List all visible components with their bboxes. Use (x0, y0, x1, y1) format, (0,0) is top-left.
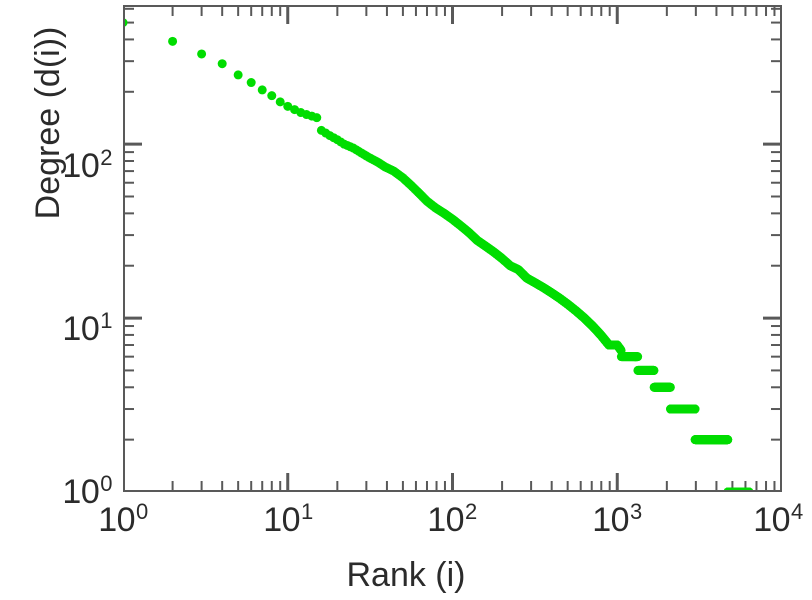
x-tick-label-2: 102 (427, 498, 477, 539)
data-point (233, 70, 243, 80)
minor-tick-marks (123, 5, 782, 492)
y-tick-label-1: 101 (62, 307, 112, 348)
data-point (217, 59, 227, 69)
plot-canvas (123, 5, 782, 492)
data-point (649, 365, 659, 375)
data-point (690, 404, 700, 414)
data-point (283, 101, 293, 111)
plot-area (123, 5, 782, 492)
data-point (275, 97, 285, 107)
data-point (665, 382, 675, 392)
data-point-markers (123, 18, 754, 492)
data-point (633, 352, 643, 362)
x-tick-label-1: 101 (263, 498, 313, 539)
major-tick-marks (123, 5, 782, 492)
data-point (267, 91, 277, 101)
data-point (257, 85, 267, 95)
data-point (168, 36, 178, 46)
y-axis-label-container: Degree (d(i)) (25, 0, 71, 323)
data-point (197, 49, 207, 59)
y-tick-label-0: 100 (62, 470, 112, 511)
data-point (246, 78, 256, 88)
plot-frame (123, 5, 782, 492)
x-tick-label-0: 100 (98, 498, 148, 539)
x-axis-label: Rank (i) (346, 556, 466, 594)
x-tick-label-4: 104 (753, 498, 803, 539)
y-tick-label-2: 102 (62, 144, 112, 185)
y-axis-label: Degree (d(i)) (28, 26, 67, 220)
x-tick-label-3: 103 (592, 498, 642, 539)
data-point (723, 435, 733, 445)
data-point (312, 113, 322, 123)
